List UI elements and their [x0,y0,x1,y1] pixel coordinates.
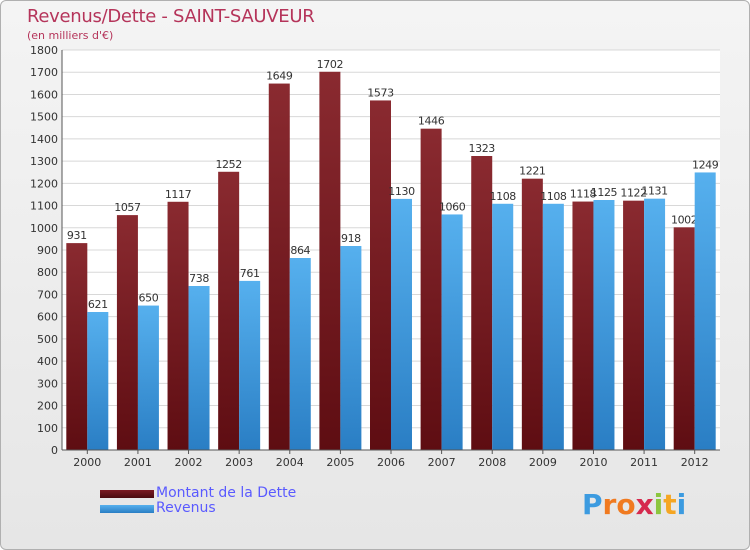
bar-revenus [289,258,311,450]
bar-revenus [340,246,362,450]
data-label-revenus: 621 [88,298,108,311]
bar-dette [572,201,594,450]
x-tick-label: 2001 [124,456,152,469]
data-label-dette: 1323 [469,142,496,155]
y-tick-label: 800 [37,266,58,279]
bar-revenus [542,203,564,450]
data-label-dette: 1002 [671,213,697,226]
y-tick-label: 1700 [30,66,58,79]
y-tick-label: 600 [37,311,58,324]
bar-revenus [391,198,412,450]
logo-letter: i [676,488,687,521]
legend-swatch-revenus [100,505,154,513]
logo-letter: P [582,488,603,521]
x-tick-label: 2012 [681,456,709,469]
data-label-revenus: 1130 [388,185,415,198]
data-label-revenus: 864 [290,244,310,257]
y-tick-label: 300 [37,377,58,390]
bar-dette [623,200,645,450]
proxiti-logo: Proxiti [582,488,686,521]
bar-dette [268,83,290,451]
y-tick-label: 500 [37,333,58,346]
chart-title: Revenus/Dette - SAINT-SAUVEUR [27,6,315,27]
y-tick-label: 1100 [30,200,58,213]
x-tick-label: 2006 [377,456,405,469]
y-tick-label: 400 [37,355,58,368]
data-label-revenus: 1108 [540,190,567,203]
data-label-revenus: 1131 [641,185,667,198]
legend-swatch-debt [100,490,154,498]
y-tick-label: 1200 [30,177,58,190]
logo-letter: x [635,488,654,521]
bar-dette [673,227,695,450]
bar-revenus [694,172,716,450]
bar-dette [218,171,240,450]
bar-revenus [441,214,463,450]
y-tick-label: 1000 [30,222,58,235]
data-label-revenus: 761 [240,267,260,280]
y-tick-label: 1500 [30,111,58,124]
data-label-dette: 1122 [620,187,646,200]
bar-dette [319,71,341,451]
x-tick-label: 2004 [276,456,304,469]
data-label-dette: 1221 [519,165,545,178]
bar-revenus [644,198,666,450]
data-label-dette: 1118 [570,188,597,201]
legend-label-revenus: Revenus [156,500,216,516]
legend-label-debt: Montant de la Dette [156,485,297,501]
bar-revenus [239,280,261,450]
data-label-revenus: 1060 [439,200,466,213]
logo-letter: r [602,488,617,521]
y-tick-label: 1400 [30,133,58,146]
bar-dette [471,156,493,450]
x-tick-label: 2009 [529,456,557,469]
data-label-dette: 1702 [317,58,343,71]
y-tick-label: 1800 [30,44,58,57]
x-tick-label: 2002 [175,456,203,469]
y-tick-label: 1600 [30,88,58,101]
x-tick-label: 2010 [579,456,607,469]
data-label-dette: 1649 [266,70,293,83]
data-label-dette: 1252 [215,158,241,171]
chart-subtitle: (en milliers d'€) [27,29,114,42]
y-tick-label: 700 [37,288,58,301]
data-label-revenus: 1125 [591,186,618,199]
bar-dette [370,100,391,450]
data-label-dette: 931 [67,229,87,242]
y-tick-label: 1300 [30,155,58,168]
data-label-revenus: 738 [189,272,209,285]
y-tick-label: 0 [51,444,58,457]
bar-revenus [593,200,615,450]
x-tick-label: 2005 [326,456,354,469]
x-tick-label: 2008 [478,456,506,469]
x-tick-label: 2011 [630,456,658,469]
logo-letter: i [653,488,664,521]
bar-dette [66,243,88,450]
logo-letter: t [663,488,677,521]
y-tick-label: 100 [37,422,58,435]
bar-dette [521,178,543,450]
bar-dette [167,201,189,450]
data-label-revenus: 1249 [692,158,719,171]
data-label-dette: 1446 [418,115,445,128]
logo-letter: o [616,488,636,521]
bar-revenus [137,305,159,450]
bar-revenus [188,286,210,450]
y-tick-label: 200 [37,400,58,413]
data-label-revenus: 650 [139,292,159,305]
data-label-dette: 1057 [114,201,141,214]
x-tick-label: 2007 [428,456,456,469]
x-tick-label: 2000 [73,456,101,469]
y-tick-label: 900 [37,244,58,257]
data-label-revenus: 918 [341,232,361,245]
data-label-dette: 1117 [165,188,192,201]
bar-dette [420,128,442,450]
data-label-dette: 1573 [367,86,394,99]
bar-revenus [87,312,109,450]
bar-revenus [492,203,514,450]
x-tick-label: 2003 [225,456,253,469]
data-label-revenus: 1108 [490,190,517,203]
bar-dette [116,215,138,450]
